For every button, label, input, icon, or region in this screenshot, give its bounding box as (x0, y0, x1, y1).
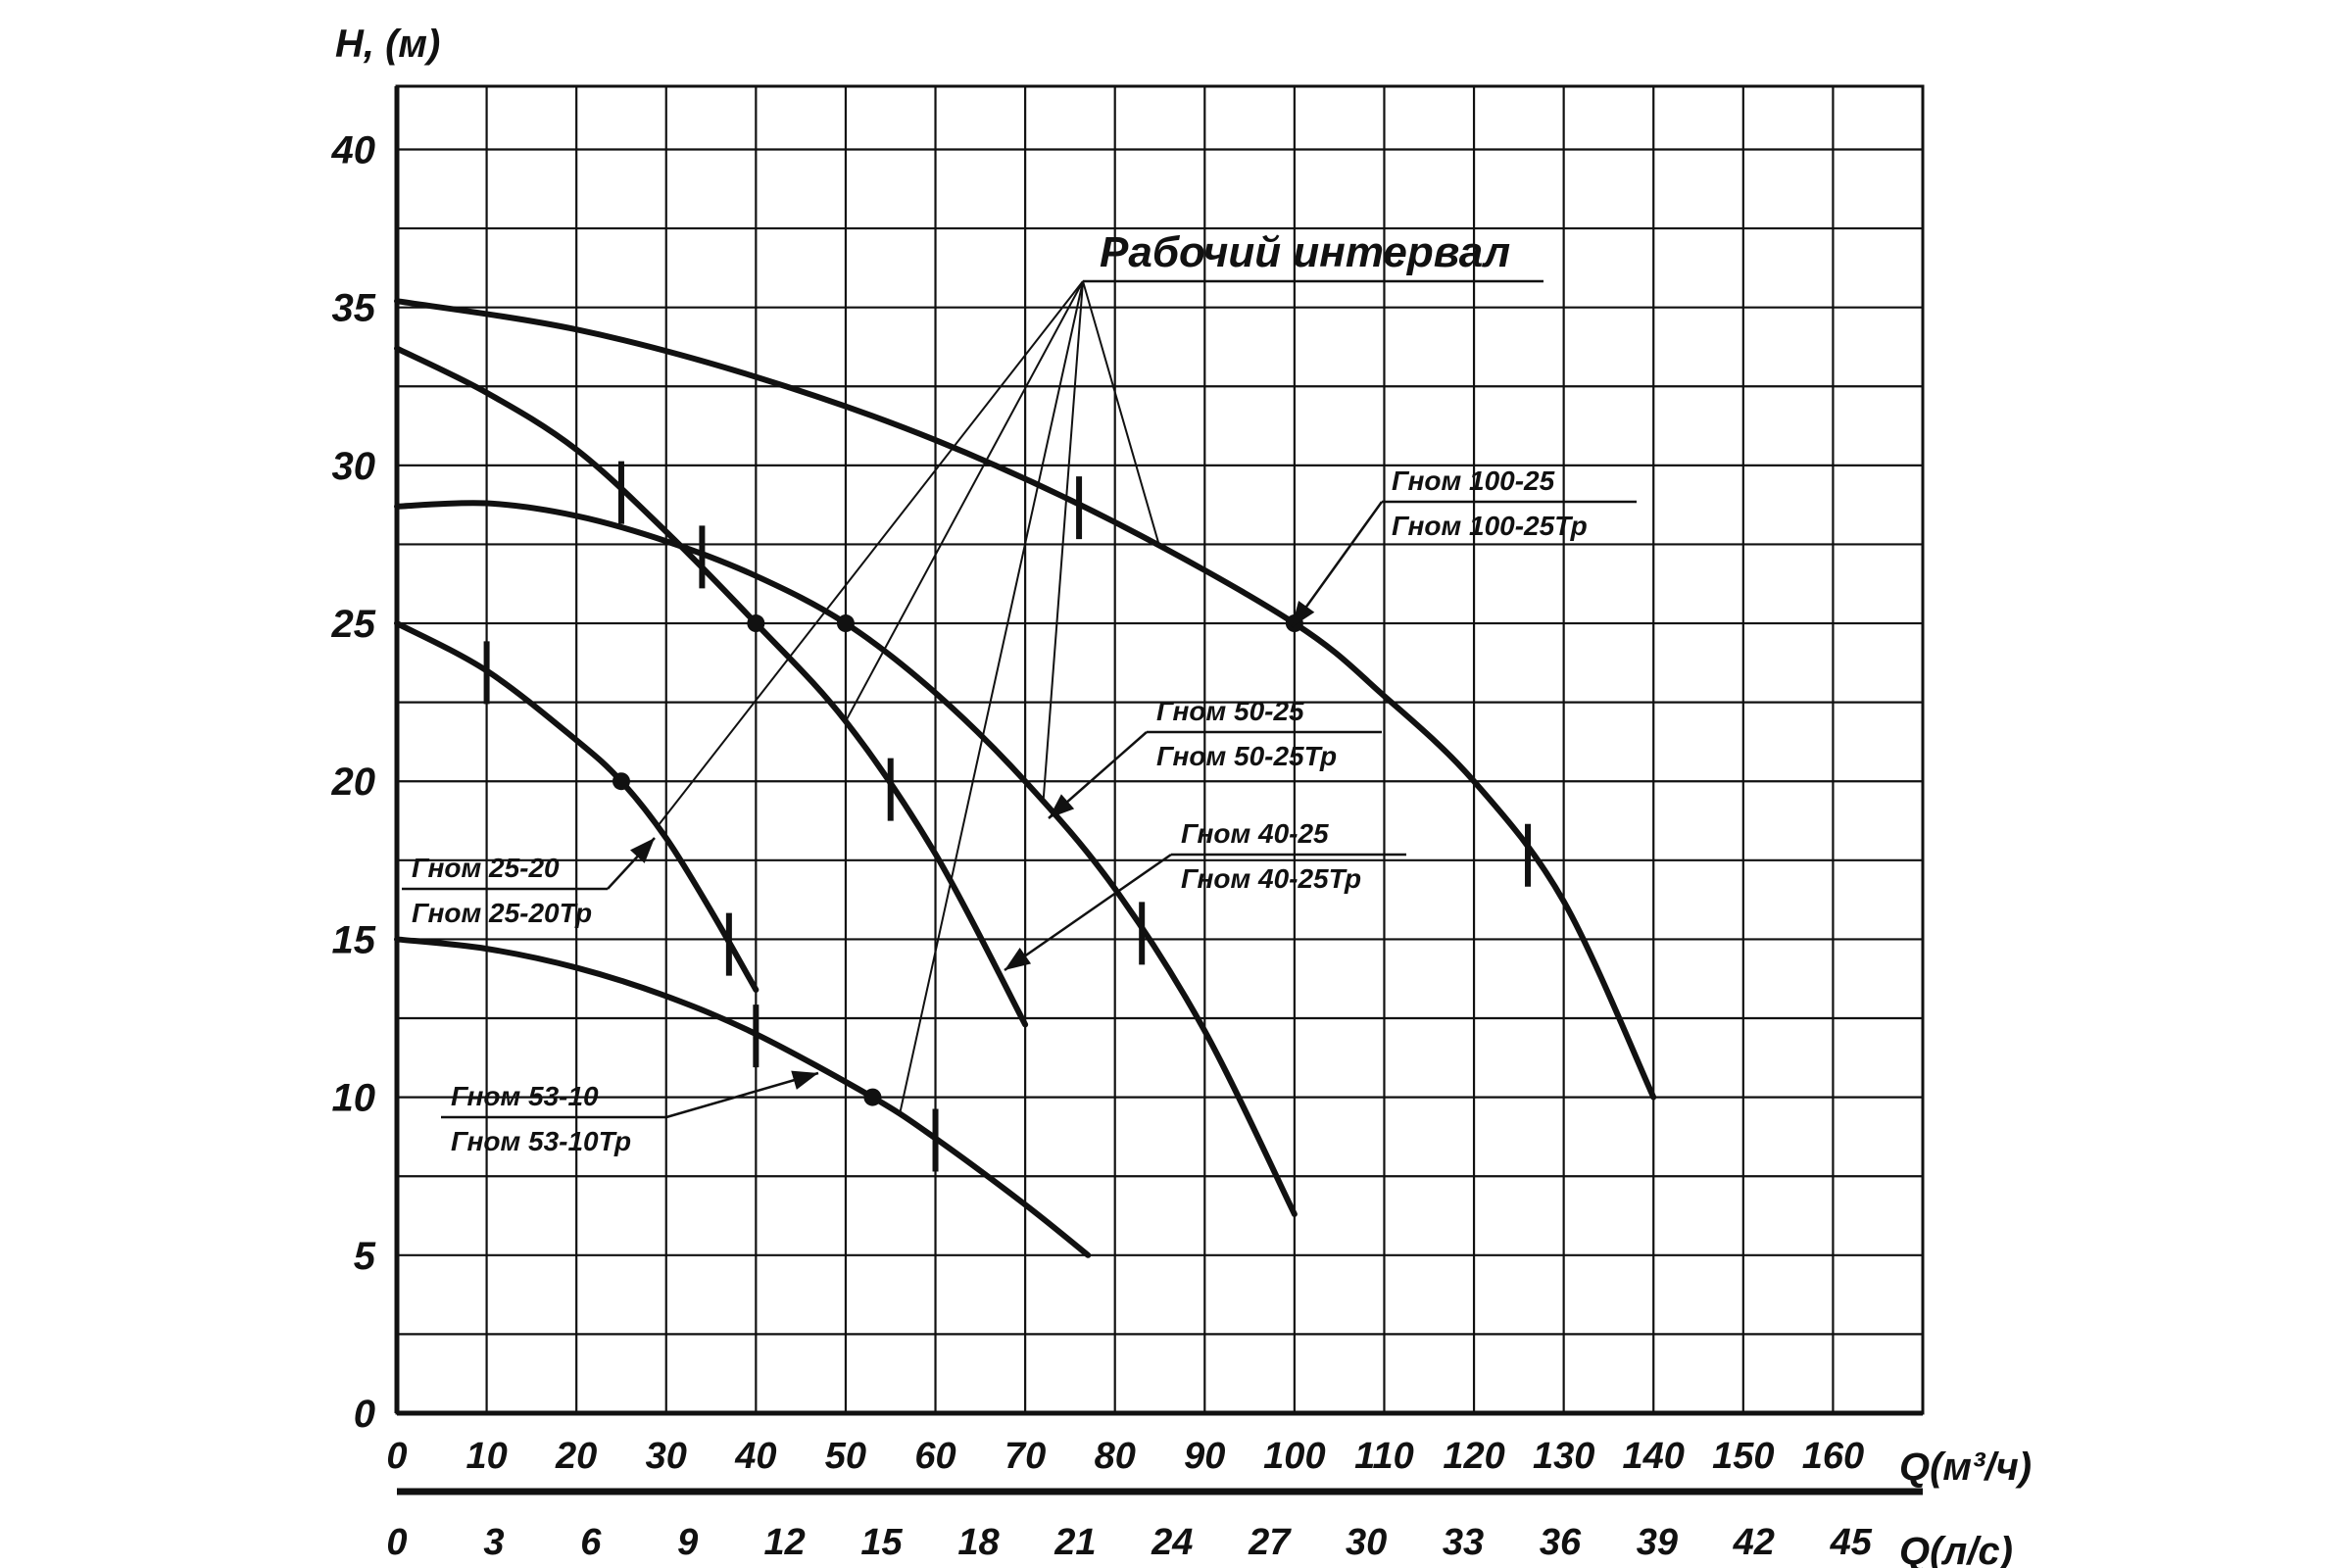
x-tick-label: 120 (1443, 1436, 1504, 1477)
y-tick-label: 5 (354, 1235, 376, 1278)
label-leader (1004, 853, 1172, 972)
x2-tick-label: 33 (1443, 1522, 1484, 1563)
series-label-bottom: Гном 50-25Тр (1156, 741, 1337, 771)
leaders (402, 279, 1637, 1119)
x2-tick-label: 6 (580, 1522, 602, 1563)
grid (394, 84, 1925, 1495)
leader-arrowhead (1004, 947, 1032, 970)
series-label-bottom: Гном 100-25Тр (1392, 511, 1588, 541)
x-tick-label: 110 (1354, 1436, 1414, 1477)
label-leader (1290, 501, 1384, 628)
x2-tick-label: 0 (386, 1522, 407, 1563)
x2-tick-label: 3 (483, 1522, 504, 1563)
y-tick-label: 15 (332, 918, 376, 961)
rated-point (836, 614, 855, 633)
series-curve (394, 345, 1029, 1028)
x-tick-label: 30 (646, 1436, 687, 1477)
annotation-working-interval: Рабочий интервал (1100, 228, 1510, 276)
series-label-bottom: Гном 25-20Тр (412, 898, 592, 928)
markers (483, 461, 1532, 1172)
x-tick-label: 90 (1184, 1436, 1225, 1477)
x-tick-label: 0 (386, 1436, 407, 1477)
x2-tick-label: 27 (1248, 1522, 1292, 1563)
series-label-top: Гном 53-10 (451, 1081, 599, 1111)
y-tick-label: 30 (332, 445, 376, 488)
series-label-bottom: Гном 40-25Тр (1181, 863, 1361, 894)
series-label-top: Гном 40-25 (1181, 818, 1329, 849)
y-tick-label: 0 (354, 1393, 375, 1436)
annotation-fan-line (1042, 280, 1084, 804)
x-tick-label: 40 (734, 1436, 776, 1477)
x2-tick-label: 39 (1637, 1522, 1678, 1563)
y-tick-label: 10 (332, 1077, 376, 1120)
x2-tick-label: 18 (957, 1522, 1000, 1563)
x-tick-label: 10 (466, 1436, 507, 1477)
label-leader (665, 1071, 819, 1119)
x2-tick-label: 15 (860, 1522, 903, 1563)
annotation-fan-line (898, 280, 1084, 1115)
x2-tick-label: 45 (1830, 1522, 1873, 1563)
annotation-fan-line (845, 280, 1084, 722)
x-tick-label: 100 (1263, 1436, 1325, 1477)
x2-tick-label: 36 (1540, 1522, 1582, 1563)
rated-point (747, 614, 765, 633)
x-tick-label: 60 (914, 1436, 956, 1477)
x-tick-label: 130 (1533, 1436, 1594, 1477)
y-tick-label: 20 (331, 760, 376, 804)
series-curve (394, 500, 1298, 1217)
x-tick-label: 160 (1802, 1436, 1864, 1477)
x2-tick-label: 9 (677, 1522, 698, 1563)
y-tick-label: 25 (331, 603, 376, 646)
rated-point (612, 772, 630, 791)
y-tick-label: 35 (332, 287, 376, 330)
x-tick-label: 20 (555, 1436, 597, 1477)
x-tick-label: 50 (825, 1436, 866, 1477)
x-axis-label: Q(м³/ч) (1899, 1446, 2032, 1489)
annotation-fan-line (656, 280, 1084, 828)
x2-tick-label: 24 (1151, 1522, 1193, 1563)
x-tick-label: 70 (1004, 1436, 1046, 1477)
leader-arrowhead (630, 838, 655, 863)
rated-point (863, 1088, 882, 1106)
x2-tick-label: 21 (1054, 1522, 1096, 1563)
y-tick-label: 40 (331, 128, 376, 172)
x-tick-label: 150 (1712, 1436, 1774, 1477)
x-tick-label: 80 (1095, 1436, 1136, 1477)
leader-arrowhead (1292, 601, 1315, 627)
x2-tick-label: 30 (1346, 1522, 1387, 1563)
series-label-bottom: Гном 53-10Тр (451, 1126, 631, 1156)
annotation-fan-line (1082, 280, 1161, 548)
x2-tick-label: 42 (1733, 1522, 1775, 1563)
y-axis-label: H, (м) (335, 23, 440, 66)
leader-arrowhead (791, 1070, 818, 1090)
x-tick-label: 140 (1623, 1436, 1685, 1477)
series-label-top: Гном 25-20 (412, 853, 560, 883)
x2-tick-label: 12 (764, 1522, 806, 1563)
series-label-top: Гном 100-25 (1392, 466, 1555, 496)
leader-arrowhead (1049, 794, 1075, 818)
x-axis-label-2: Q(л/с) (1899, 1530, 2013, 1568)
series-label-top: Гном 50-25 (1156, 696, 1304, 726)
